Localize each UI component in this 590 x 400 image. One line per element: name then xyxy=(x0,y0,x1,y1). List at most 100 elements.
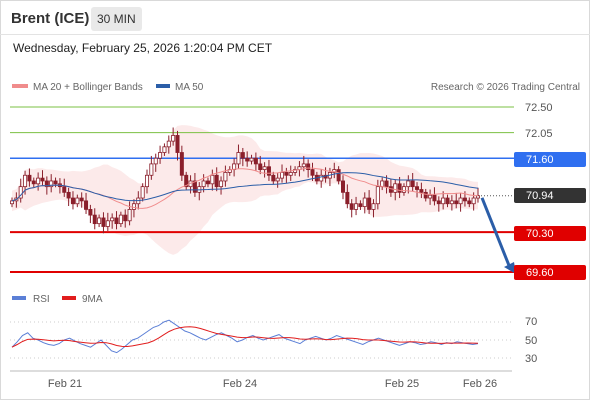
rsi-line xyxy=(11,319,479,354)
forecast-arrowhead xyxy=(504,262,516,274)
candle-body xyxy=(158,152,163,159)
tag-69-60 xyxy=(514,265,586,280)
candle-body xyxy=(23,174,28,188)
ma50-line xyxy=(11,172,479,202)
label-72-05: 72.05 xyxy=(525,128,553,140)
candle-body xyxy=(449,200,454,205)
candle-body xyxy=(53,180,58,185)
candle-body xyxy=(97,217,102,225)
tag-71-60-label: 71.60 xyxy=(526,154,554,166)
candle-body xyxy=(31,180,36,185)
candle-body xyxy=(92,214,97,225)
forecast-arrow xyxy=(480,197,516,274)
price-levels xyxy=(10,106,514,273)
candle-body xyxy=(214,174,219,188)
candle-body xyxy=(336,169,341,182)
candle-body xyxy=(70,197,75,205)
candle-body xyxy=(210,174,215,185)
candle-body xyxy=(284,172,289,176)
candle-body xyxy=(166,140,171,148)
candle-body xyxy=(18,186,23,199)
candle-body xyxy=(340,180,345,193)
candle-body xyxy=(293,169,298,173)
candle-body xyxy=(105,220,110,227)
candle-body xyxy=(345,191,350,205)
candle-body xyxy=(388,186,393,193)
timeframe-button[interactable]: 30 MIN xyxy=(91,7,142,31)
candle-body xyxy=(458,197,463,205)
candle-body xyxy=(40,177,45,182)
candle-body xyxy=(401,186,406,193)
candle-body xyxy=(462,197,467,202)
candle-body xyxy=(88,209,93,216)
x-tick-feb-24: Feb 24 xyxy=(223,378,257,390)
candle-body xyxy=(62,186,67,193)
candle-body xyxy=(192,180,197,193)
candle-body xyxy=(118,214,123,225)
candle-body xyxy=(432,194,437,202)
candle-body xyxy=(140,186,145,199)
candle-body xyxy=(454,200,459,205)
header-divider xyxy=(0,34,590,35)
rsi-lines xyxy=(11,319,479,354)
candle-body xyxy=(467,200,472,205)
candle-body xyxy=(332,169,337,173)
x-tick-feb-26: Feb 26 xyxy=(463,378,497,390)
candle-body xyxy=(275,177,280,182)
tag-70-30 xyxy=(514,226,586,241)
candle-body xyxy=(441,197,446,205)
candle-body xyxy=(66,191,71,199)
tag-70-30-label: 70.30 xyxy=(526,228,554,240)
tag-69-60-label: 69.60 xyxy=(526,267,554,279)
rsi-legend-label: RSI xyxy=(33,294,50,305)
rsi-tick-50: 50 xyxy=(525,335,537,347)
candle-body xyxy=(280,172,285,179)
candle-body xyxy=(349,203,354,210)
candle-body xyxy=(179,152,184,176)
rsi-legend-swatch xyxy=(12,296,26,300)
copyright-label: Research © 2026 Trading Central xyxy=(431,82,580,93)
ma50-legend-swatch xyxy=(156,84,170,88)
candle-body xyxy=(145,174,150,188)
candle-body xyxy=(423,191,428,199)
candle-body xyxy=(84,200,89,210)
candle-body xyxy=(397,183,402,193)
candle-body xyxy=(354,203,359,210)
candle-body xyxy=(271,174,276,182)
candle-body xyxy=(240,152,245,159)
candle-body xyxy=(266,166,271,176)
forecast-arrow-shaft xyxy=(480,197,512,269)
x-tick-feb-21: Feb 21 xyxy=(48,378,82,390)
candle-body xyxy=(223,172,228,182)
candle-body xyxy=(362,197,367,207)
tag-71-60 xyxy=(514,152,586,167)
x-ticks: Feb 21 Feb 24 Feb 25 Feb 26 xyxy=(48,378,497,390)
candle-body xyxy=(301,163,306,168)
rsi-gridlines xyxy=(10,321,512,359)
candle-body xyxy=(306,163,311,170)
candle-body xyxy=(375,186,380,205)
candle-body xyxy=(201,180,206,188)
bollinger-legend-swatch xyxy=(12,84,28,88)
moving-averages xyxy=(11,167,479,209)
tag-last-price xyxy=(514,188,586,203)
candle-body xyxy=(79,197,84,202)
candle-body xyxy=(75,197,80,205)
bollinger-legend-label: MA 20 + Bollinger Bands xyxy=(33,82,143,93)
candle-body xyxy=(371,203,376,210)
candle-body xyxy=(123,214,128,222)
candle-body xyxy=(436,200,441,205)
candle-body xyxy=(310,169,315,176)
candle-body xyxy=(27,174,32,182)
label-72-50: 72.50 xyxy=(525,102,553,114)
candle-body xyxy=(49,180,54,188)
candle-body xyxy=(471,197,476,205)
candle-body xyxy=(475,195,480,199)
ma9-legend-swatch xyxy=(62,296,76,300)
candle-body xyxy=(110,217,115,222)
candle-body xyxy=(319,174,324,182)
candle-body xyxy=(367,197,372,210)
candle-body xyxy=(262,166,267,170)
candle-body xyxy=(171,135,176,142)
